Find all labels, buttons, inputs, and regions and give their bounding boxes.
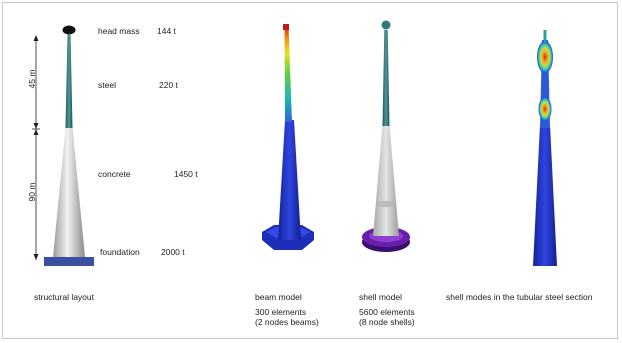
mode-bulge-lower xyxy=(538,97,552,121)
foundation-label: foundation xyxy=(100,247,140,257)
steel-section-shape xyxy=(65,34,73,128)
dimension-45m-label: 45 m xyxy=(27,69,37,89)
foundation-shape xyxy=(44,257,94,266)
caption-shell-modes: shell modes in the tubular steel section xyxy=(446,292,593,302)
shell-concrete-part xyxy=(373,125,399,236)
shell-modes-drawing xyxy=(533,30,557,266)
caption-shell-model: shell model xyxy=(359,292,402,302)
beam-concrete-part xyxy=(278,120,301,240)
caption-beam-nodes: (2 nodes beams) xyxy=(255,317,319,327)
shell-head-mass xyxy=(381,20,391,30)
modes-lower-section xyxy=(533,125,557,266)
figure-frame xyxy=(2,2,618,339)
head-mass-shape xyxy=(62,25,76,35)
caption-shell-nodes: (8 node shells) xyxy=(359,317,415,327)
head-mass-value: 144 t xyxy=(157,26,176,36)
mode-bulge-upper xyxy=(537,41,553,73)
caption-structural-layout: structural layout xyxy=(34,292,94,302)
caption-shell-elements: 5600 elements xyxy=(359,307,415,317)
head-mass-label: head mass xyxy=(98,26,140,36)
steel-value: 220 t xyxy=(159,80,178,90)
beam-model-drawing xyxy=(262,24,314,250)
shell-steel-part xyxy=(382,30,390,126)
structural-layout-drawing xyxy=(32,25,94,266)
shell-model-drawing xyxy=(362,20,410,252)
caption-beam-model: beam model xyxy=(255,292,302,302)
concrete-section-shape xyxy=(53,128,85,257)
dimension-90m-label: 90 m xyxy=(27,182,37,202)
caption-beam-elements: 300 elements xyxy=(255,307,307,317)
concrete-value: 1450 t xyxy=(174,169,198,179)
steel-label: steel xyxy=(98,80,116,90)
foundation-value: 2000 t xyxy=(161,247,185,257)
concrete-label: concrete xyxy=(98,169,131,179)
beam-steel-part xyxy=(284,26,292,122)
